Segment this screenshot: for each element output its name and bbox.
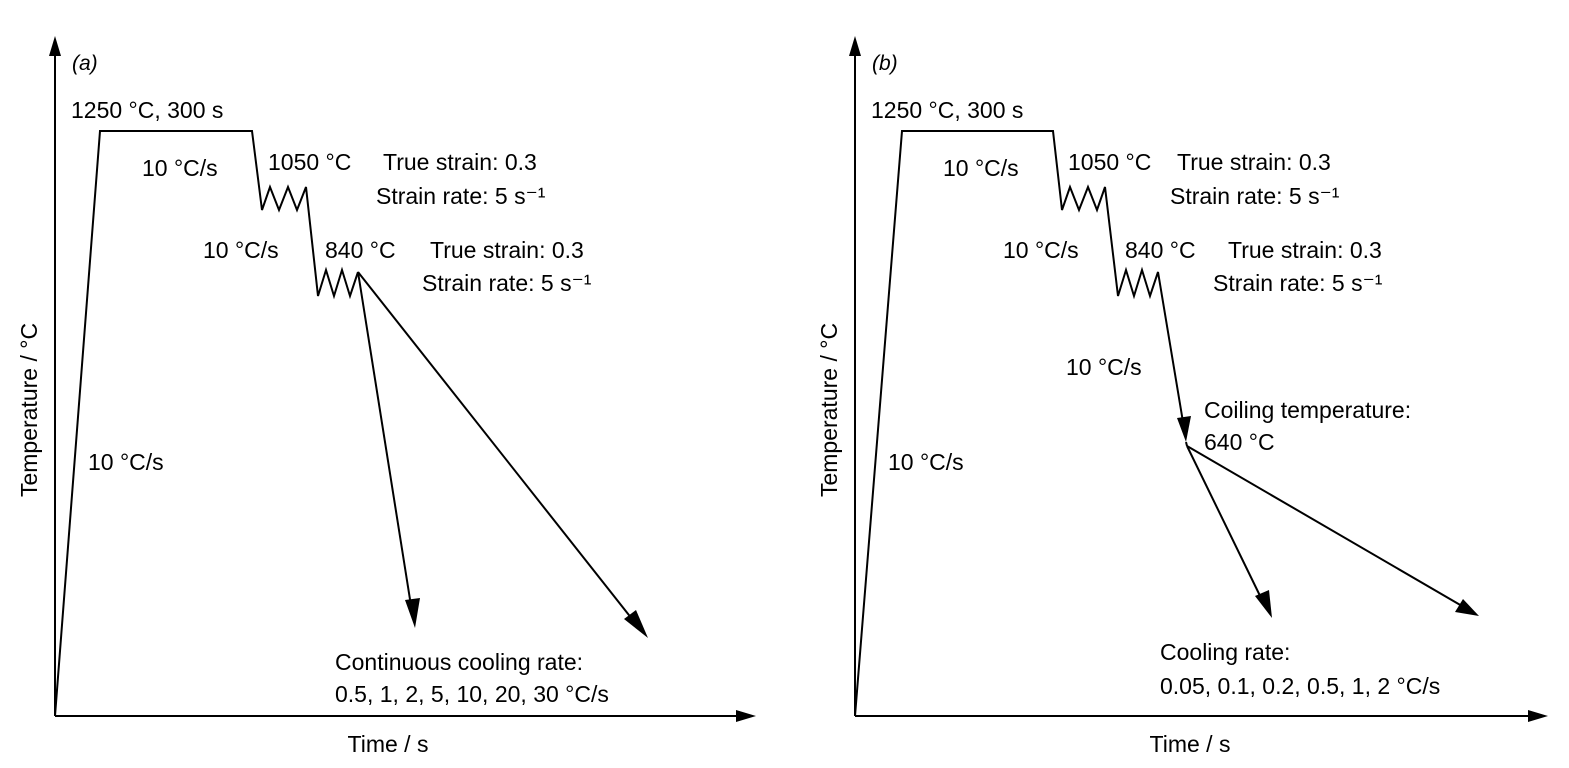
def2-strain-label-b: True strain: 0.3 — [1228, 237, 1382, 263]
cooling-line-slow-b — [1186, 445, 1463, 607]
def2-temp-label-a: 840 °C — [325, 237, 396, 263]
def1-temp-label-b: 1050 °C — [1068, 149, 1151, 175]
rate2-label-b: 10 °C/s — [1003, 237, 1079, 263]
process-path-a — [54, 130, 359, 717]
def1-strain-label-b: True strain: 0.3 — [1177, 149, 1331, 175]
x-axis-label-b: Time / s — [1150, 731, 1231, 757]
panel-a: (a) Temperature / °C Time / s 1250 °C, 3… — [16, 36, 756, 757]
coiling-hold-b — [1185, 441, 1188, 447]
rate2-label-a: 10 °C/s — [203, 237, 279, 263]
cooling-arrowhead-fast-a — [405, 598, 420, 628]
cooling-line-slow-a — [357, 271, 637, 625]
cooling-arrowhead-slow-a — [624, 610, 648, 638]
def2-strain-label-a: True strain: 0.3 — [430, 237, 584, 263]
heating-rate-label-b: 10 °C/s — [888, 449, 964, 475]
def1-rate-label-b: Strain rate: 5 s⁻¹ — [1170, 183, 1340, 209]
cooling-title-label-b: Cooling rate: — [1160, 639, 1290, 665]
cooling-line-fast-a — [357, 271, 413, 613]
soak-label-a: 1250 °C, 300 s — [71, 97, 223, 123]
cooling-arrowhead-fast-b — [1255, 590, 1272, 618]
x-axis-label-a: Time / s — [348, 731, 429, 757]
panel-b: (b) Temperature / °C Time / s 1250 °C, 3… — [816, 36, 1548, 757]
cooling-values-label-b: 0.05, 0.1, 0.2, 0.5, 1, 2 °C/s — [1160, 673, 1440, 699]
y-axis-arrow-a — [49, 36, 61, 56]
cooling-values-label-a: 0.5, 1, 2, 5, 10, 20, 30 °C/s — [335, 681, 609, 707]
def1-temp-label-a: 1050 °C — [268, 149, 351, 175]
rate1-label-a: 10 °C/s — [142, 155, 218, 181]
x-axis-arrow-b — [1528, 710, 1548, 722]
y-axis-label-a: Temperature / °C — [16, 323, 42, 497]
y-axis-label-b: Temperature / °C — [816, 323, 842, 497]
rate3-label-b: 10 °C/s — [1066, 354, 1142, 380]
coiling-title-label-b: Coiling temperature: — [1204, 397, 1411, 423]
def2-rate-label-a: Strain rate: 5 s⁻¹ — [422, 270, 592, 296]
cooling-line-fast-b — [1186, 445, 1265, 605]
cooling-title-label-a: Continuous cooling rate: — [335, 649, 583, 675]
coiling-temp-label-b: 640 °C — [1204, 429, 1275, 455]
def1-rate-label-a: Strain rate: 5 s⁻¹ — [376, 183, 546, 209]
heating-rate-label-a: 10 °C/s — [88, 449, 164, 475]
panel-tag-b: (b) — [872, 52, 898, 75]
def2-temp-label-b: 840 °C — [1125, 237, 1196, 263]
def2-rate-label-b: Strain rate: 5 s⁻¹ — [1213, 270, 1383, 296]
panel-tag-a: (a) — [72, 52, 98, 75]
coiling-arrowhead-b — [1177, 416, 1191, 442]
def1-strain-label-a: True strain: 0.3 — [383, 149, 537, 175]
x-axis-arrow-a — [736, 710, 756, 722]
y-axis-arrow-b — [849, 36, 861, 56]
rate1-label-b: 10 °C/s — [943, 155, 1019, 181]
process-path-b — [854, 130, 1185, 717]
soak-label-b: 1250 °C, 300 s — [871, 97, 1023, 123]
cooling-arrowhead-slow-b — [1455, 599, 1479, 616]
